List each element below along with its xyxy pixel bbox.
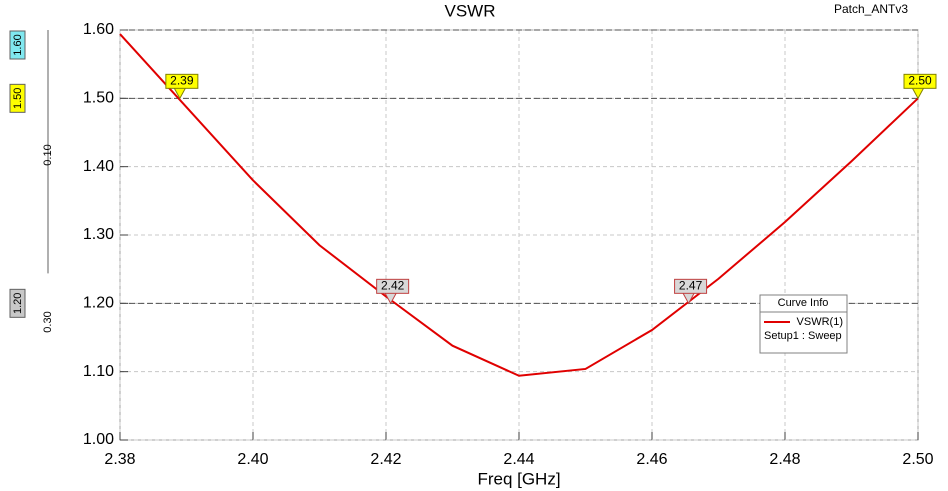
- y-marker-label: 1.60: [12, 34, 24, 55]
- legend-subtitle: Setup1 : Sweep: [764, 330, 842, 342]
- y-tick-label: 1.50: [83, 90, 114, 107]
- y-tick-label: 1.10: [83, 363, 114, 380]
- curve-marker: 2.39: [165, 73, 199, 100]
- chart-title: VSWR: [445, 1, 496, 20]
- y-marker-box: [9, 83, 26, 113]
- y-tick-label: 1.20: [83, 295, 114, 312]
- marker-flag: [165, 73, 199, 89]
- marker-label: 2.50: [908, 74, 932, 88]
- y-tick-label: 1.30: [83, 226, 114, 243]
- marker-flag: [903, 73, 937, 89]
- legend-title: Curve Info: [778, 297, 829, 309]
- y-tick-label: 1.60: [83, 21, 114, 38]
- marker-flag: [674, 278, 708, 294]
- legend-label: VSWR(1): [797, 316, 843, 328]
- series-line: [119, 33, 919, 377]
- x-tick-label: 2.44: [503, 451, 534, 468]
- x-axis-label: Freq [GHz]: [477, 469, 560, 488]
- design-name: Patch_ANTv3: [834, 2, 908, 16]
- curve-marker: 2.47: [674, 278, 708, 305]
- curve-marker: 2.50: [903, 73, 937, 100]
- marker-flag: [376, 278, 410, 294]
- marker-label: 2.42: [381, 279, 405, 293]
- x-tick-label: 2.48: [769, 451, 800, 468]
- legend-box: [759, 294, 848, 354]
- marker-label: 2.39: [170, 74, 194, 88]
- x-tick-label: 2.46: [636, 451, 667, 468]
- y-marker-label: 1.50: [12, 88, 24, 109]
- y-tick-label: 1.40: [83, 158, 114, 175]
- y-tick-label: 1.00: [83, 431, 114, 448]
- x-tick-label: 2.50: [902, 451, 933, 468]
- x-tick-label: 2.40: [237, 451, 268, 468]
- x-tick-label: 2.38: [104, 451, 135, 468]
- curve-marker: 2.42: [376, 278, 410, 305]
- y-marker-box: [9, 288, 26, 318]
- delta-label: 0.30: [42, 311, 54, 332]
- legend: Curve Info VSWR(1) Setup1 : Sweep: [759, 294, 848, 354]
- y-marker-label: 1.20: [12, 293, 24, 314]
- delta-label: 0.10: [42, 144, 54, 165]
- y-marker-box: [9, 30, 26, 60]
- x-tick-label: 2.42: [370, 451, 401, 468]
- marker-label: 2.47: [679, 279, 703, 293]
